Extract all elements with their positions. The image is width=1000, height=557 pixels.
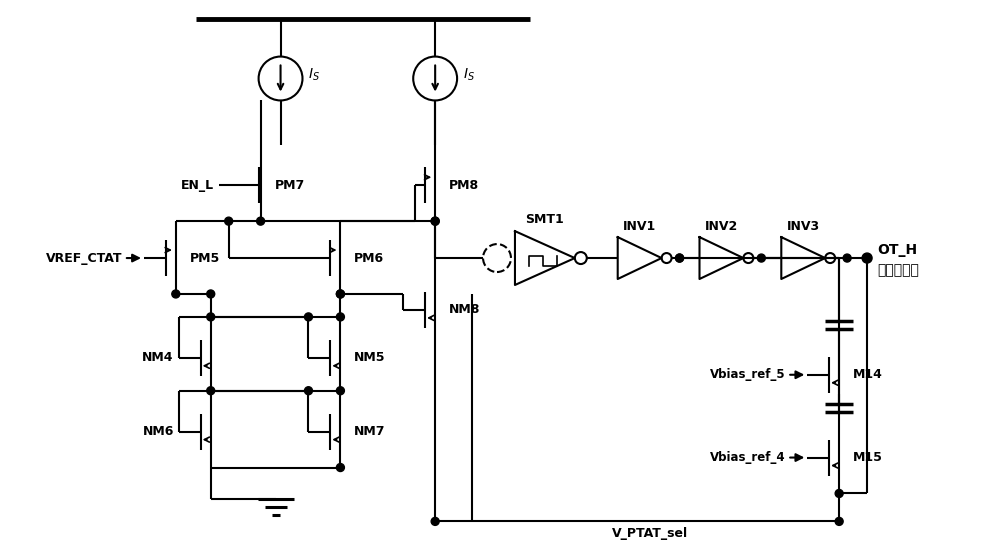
Text: PM7: PM7 [275,179,305,192]
Circle shape [336,463,344,472]
Text: Vbias_ref_5: Vbias_ref_5 [710,368,785,381]
Circle shape [336,387,344,395]
Text: EN_L: EN_L [181,179,214,192]
Text: NM5: NM5 [354,351,386,364]
Text: Vbias_ref_4: Vbias_ref_4 [710,451,785,464]
Circle shape [257,217,265,225]
Circle shape [336,290,344,298]
Circle shape [225,217,233,225]
Circle shape [757,254,765,262]
Text: PM5: PM5 [190,252,220,265]
Circle shape [304,313,312,321]
Circle shape [207,313,215,321]
Circle shape [207,290,215,298]
Text: SMT1: SMT1 [526,213,564,226]
Text: NM8: NM8 [449,304,481,316]
Text: INV1: INV1 [623,219,656,233]
Text: M15: M15 [853,451,883,464]
Circle shape [336,290,344,298]
Circle shape [207,387,215,395]
Circle shape [431,517,439,525]
Circle shape [843,254,851,262]
Circle shape [676,254,684,262]
Text: INV2: INV2 [705,219,738,233]
Text: V_PTAT_sel: V_PTAT_sel [612,527,688,540]
Circle shape [676,254,684,262]
Circle shape [431,217,439,225]
Text: INV3: INV3 [787,219,820,233]
Circle shape [835,490,843,497]
Circle shape [172,290,180,298]
Text: NM7: NM7 [354,425,386,438]
Text: M14: M14 [853,368,883,381]
Text: VREF_CTAT: VREF_CTAT [45,252,122,265]
Text: $I_S$: $I_S$ [308,66,320,82]
Text: PM8: PM8 [449,179,479,192]
Circle shape [336,313,344,321]
Circle shape [304,387,312,395]
Circle shape [835,517,843,525]
Text: NM6: NM6 [142,425,174,438]
Text: PM6: PM6 [354,252,384,265]
Text: OT_H: OT_H [877,243,917,257]
Text: $I_S$: $I_S$ [463,66,475,82]
Text: 过温时为高: 过温时为高 [877,263,919,277]
Circle shape [862,253,872,263]
Circle shape [431,217,439,225]
Text: NM4: NM4 [142,351,174,364]
